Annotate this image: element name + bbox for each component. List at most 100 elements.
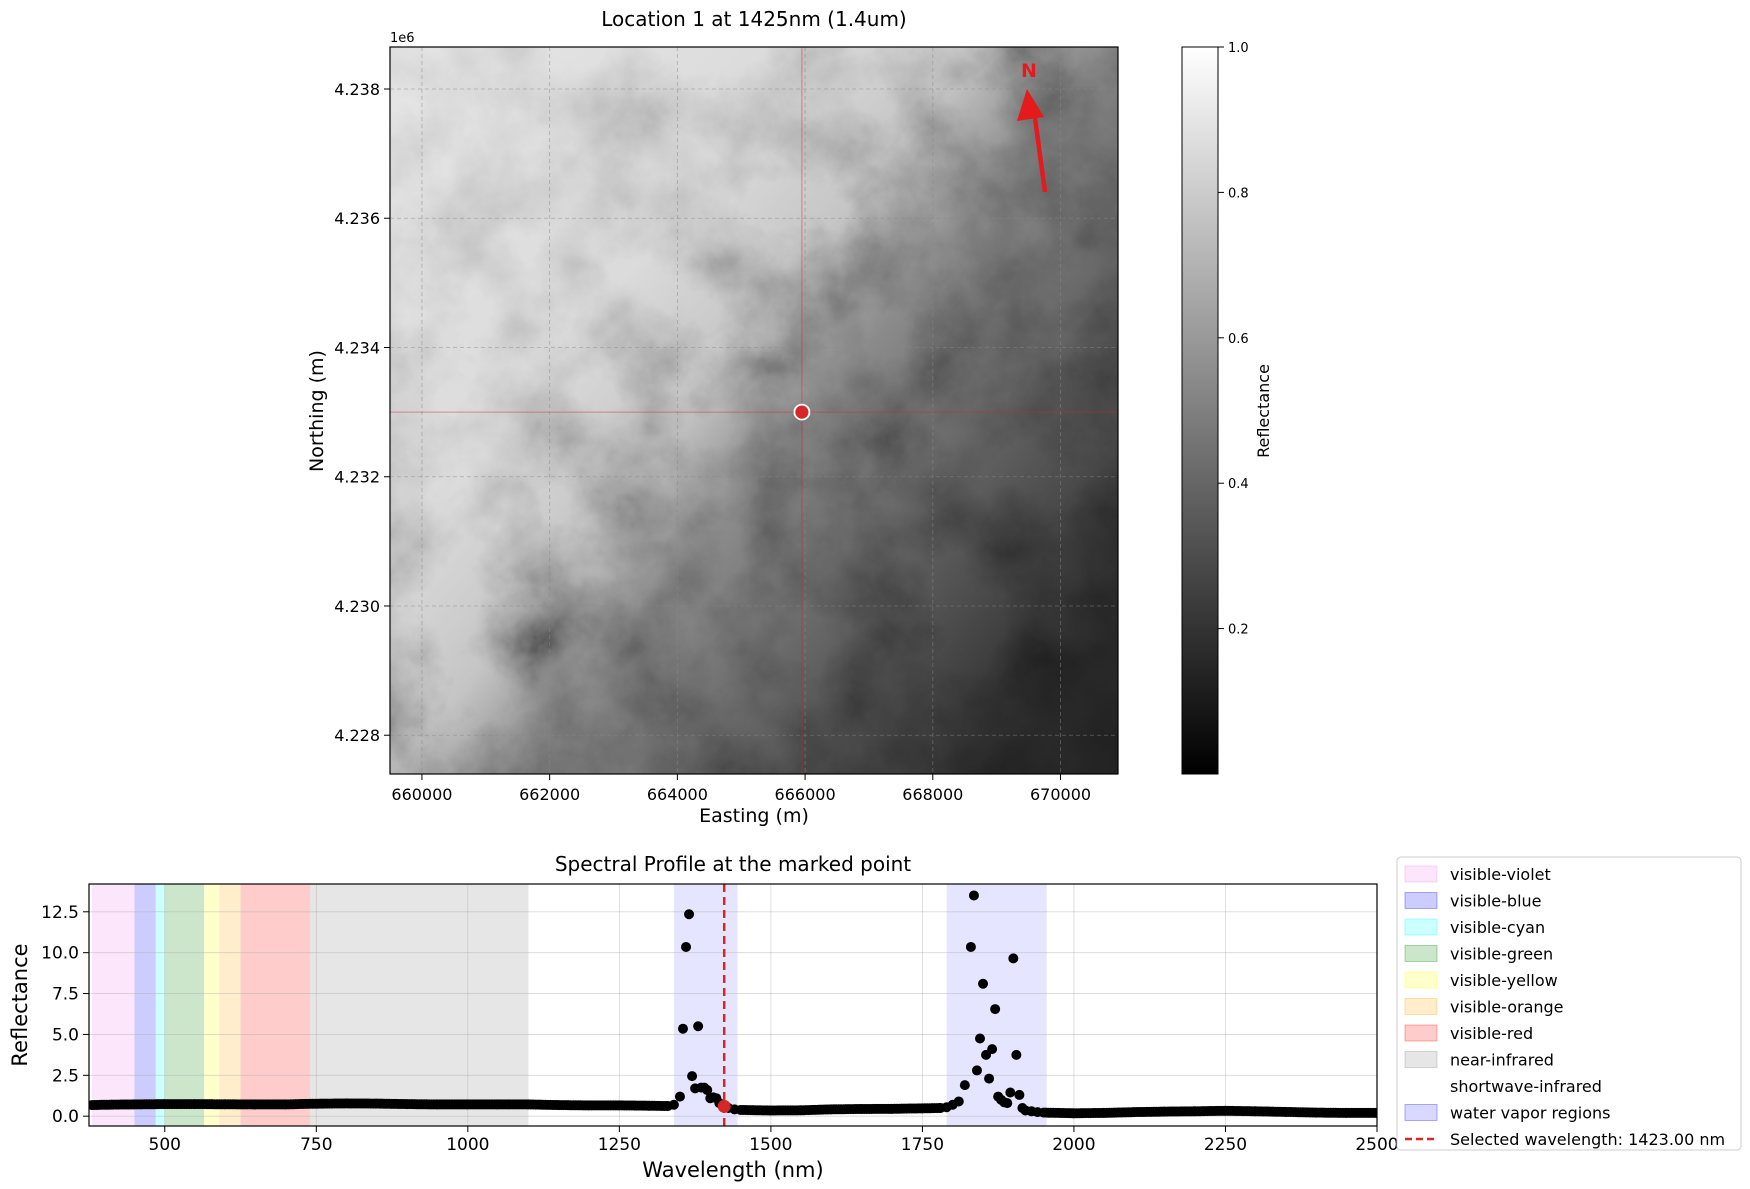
spectral-point [1011, 1049, 1022, 1060]
spectral-point [959, 1080, 970, 1091]
map-y-label: Northing (m) [306, 350, 328, 472]
region-visible-green [164, 884, 205, 1126]
spectral-grid [89, 884, 1377, 1126]
north-arrow-head [1017, 89, 1044, 121]
spectral-y-tick-label: 10.0 [41, 944, 79, 964]
spectral-point [668, 1099, 679, 1110]
spectral-x-tick-label: 2000 [1052, 1135, 1095, 1155]
map-x-tick-label: 660000 [391, 785, 452, 804]
north-arrow-shaft [1032, 117, 1048, 193]
north-arrow: N [1017, 60, 1048, 193]
spectral-regions [92, 884, 1047, 1126]
spectral-point [684, 909, 695, 920]
region-visible-cyan [155, 884, 165, 1126]
legend-label: visible-orange [1450, 998, 1564, 1017]
map-x-tick-label: 668000 [902, 785, 963, 804]
spectral-point [681, 941, 692, 952]
colorbar-tick-label: 0.8 [1228, 186, 1249, 201]
map-y-ticks: 4.228 4.230 4.232 4.234 4.236 4.238 [334, 80, 390, 745]
spectral-point [984, 1073, 995, 1084]
spectral-y-ticks: 0.0 2.5 5.0 7.5 10.0 12.5 [41, 903, 89, 1127]
map-y-tick-label: 4.236 [334, 209, 380, 228]
spectral-point [965, 941, 976, 952]
spectral-point [693, 1021, 704, 1032]
spectral-points [89, 890, 1377, 1119]
spectral-y-tick-label: 12.5 [41, 903, 79, 923]
spectral-point [968, 890, 979, 901]
map-y-tick-label: 4.234 [334, 338, 380, 357]
spectral-x-label: Wavelength (nm) [642, 1158, 823, 1182]
selected-wavelength-layer [717, 884, 731, 1126]
legend-swatch-water-vapor-regions [1404, 1104, 1438, 1121]
spectral-panel: Spectral Profile at the marked point 500… [8, 852, 1399, 1182]
region-visible-orange [219, 884, 241, 1126]
legend-swatch-visible-orange [1404, 998, 1438, 1015]
legend-swatch-visible-violet [1404, 865, 1438, 883]
map-x-label: Easting (m) [699, 805, 809, 827]
legend-swatch-visible-cyan [1404, 918, 1438, 936]
spectral-x-tick-label: 750 [300, 1135, 332, 1155]
region-visible-red [240, 884, 311, 1126]
marked-point-layer [793, 403, 811, 421]
legend-label: visible-cyan [1450, 918, 1545, 937]
colorbar-tick-label: 0.4 [1228, 477, 1249, 492]
spectral-y-tick-label: 5.0 [52, 1025, 79, 1045]
map-x-ticks: 660000 662000 664000 666000 668000 670000 [391, 774, 1091, 804]
legend-swatch-shortwave-infrared [1405, 1078, 1437, 1094]
map-x-tick-label: 662000 [519, 785, 580, 804]
spectral-frame [88, 883, 1378, 1127]
spectral-point [674, 1091, 685, 1102]
legend-label: visible-yellow [1450, 971, 1558, 990]
spectral-x-tick-label: 1500 [749, 1135, 792, 1155]
spectral-y-tick-label: 7.5 [52, 985, 79, 1005]
legend-label: water vapor regions [1450, 1104, 1611, 1123]
spectral-point [971, 1065, 982, 1076]
legend-swatch-visible-red [1404, 1024, 1438, 1042]
colorbar-tick-label: 1.0 [1228, 41, 1249, 56]
spectral-x-tick-label: 2250 [1204, 1135, 1247, 1155]
map-y-tick-label: 4.232 [334, 468, 380, 487]
colorbar-gradient [1181, 46, 1219, 775]
region-visible-yellow [204, 884, 220, 1126]
legend-label: visible-violet [1450, 865, 1551, 884]
spectral-point [953, 1096, 964, 1107]
colorbar-tick-label: 0.2 [1228, 623, 1249, 638]
region-visible-blue [134, 884, 156, 1126]
map-image [390, 47, 1118, 774]
colorbar-tick-label: 0.6 [1228, 332, 1249, 347]
map-frame [389, 46, 1119, 775]
colorbar-ticks: 0.2 0.4 0.6 0.8 1.0 [1218, 41, 1249, 638]
spectral-y-tick-label: 0.0 [52, 1107, 79, 1127]
spectral-x-tick-label: 1000 [446, 1135, 489, 1155]
spectral-x-tick-label: 1250 [598, 1135, 641, 1155]
spectral-x-tick-label: 500 [149, 1135, 181, 1155]
spectral-y-label: Reflectance [8, 943, 32, 1066]
map-x-tick-label: 666000 [775, 785, 836, 804]
map-y-tick-label: 4.230 [334, 597, 380, 616]
map-x-tick-label: 670000 [1030, 785, 1091, 804]
spectral-point [1014, 1089, 1025, 1100]
legend-box [1396, 856, 1742, 1151]
colorbar-label: Reflectance [1254, 364, 1273, 458]
map-title: Location 1 at 1425nm (1.4um) [601, 7, 906, 31]
legend-label: near-infrared [1450, 1051, 1554, 1070]
spectral-point [702, 1085, 713, 1096]
spectral-x-tick-label: 1750 [901, 1135, 944, 1155]
legend-swatch-visible-blue [1404, 892, 1438, 909]
spectral-legend: visible-violet visible-blue visible-cyan vi… [1396, 856, 1742, 1151]
spectral-point [1002, 1098, 1013, 1109]
legend-swatch-visible-yellow [1404, 971, 1438, 989]
legend-label: visible-red [1450, 1024, 1533, 1043]
spectral-point [1008, 953, 1019, 964]
spectral-point [990, 1004, 1001, 1015]
colorbar: 0.2 0.4 0.6 0.8 1.0 Reflectance [1181, 41, 1273, 775]
spectral-point [1372, 1107, 1377, 1118]
map-y-tick-label: 4.238 [334, 80, 380, 99]
region-visible-violet [92, 884, 135, 1126]
spectral-point [978, 978, 989, 989]
legend-label: visible-blue [1450, 892, 1542, 911]
spectral-x-tick-label: 2500 [1355, 1135, 1398, 1155]
legend-label: Selected wavelength: 1423.00 nm [1450, 1130, 1725, 1149]
map-y-tick-label: 4.228 [334, 726, 380, 745]
spectral-y-tick-label: 2.5 [52, 1066, 79, 1086]
